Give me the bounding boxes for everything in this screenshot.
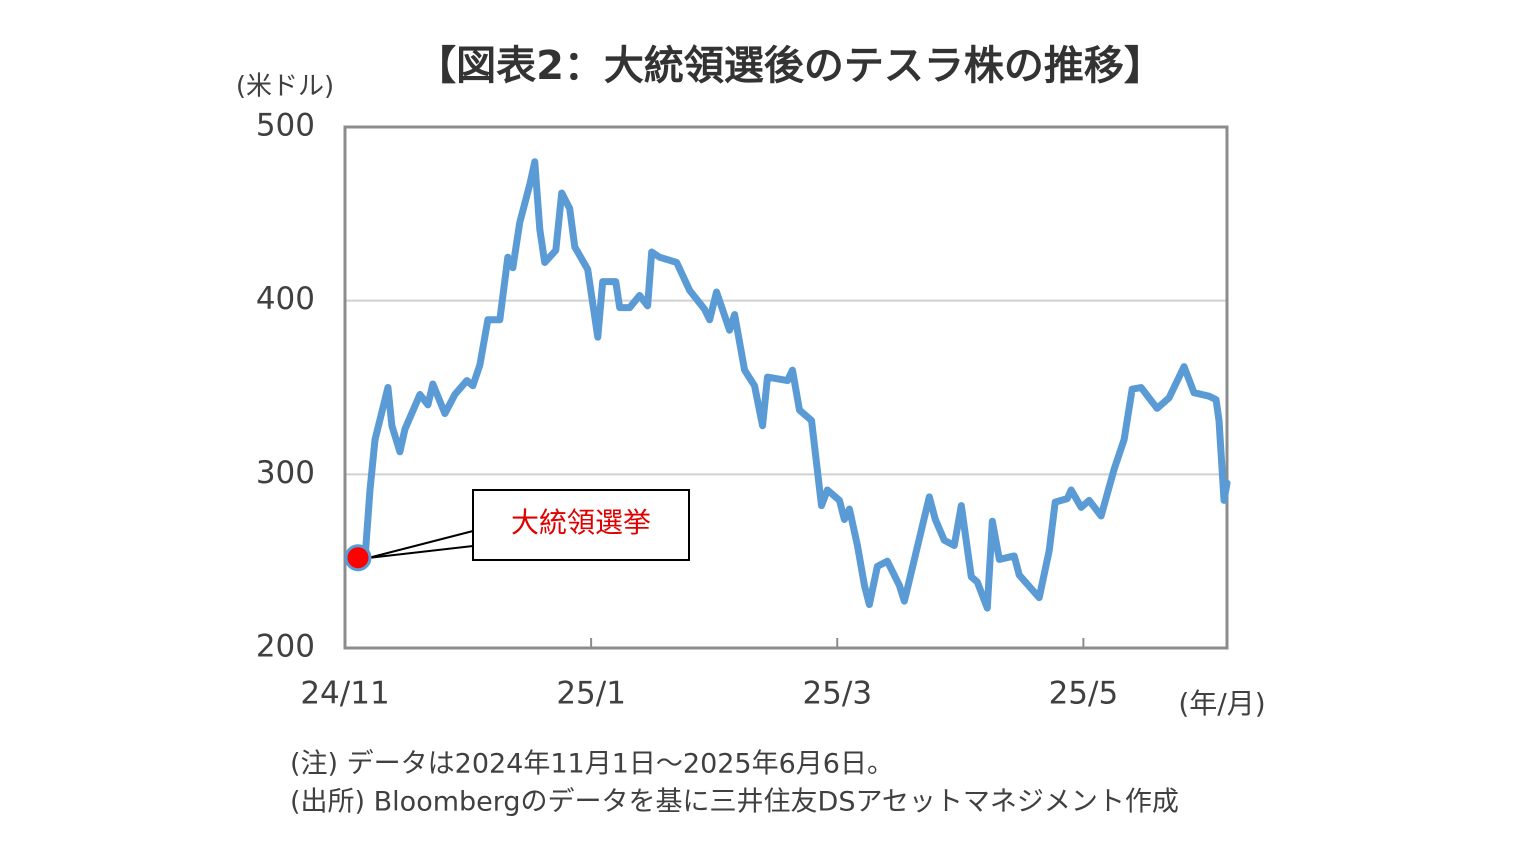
annotation: 大統領選挙: [511, 506, 651, 539]
x-tick-label: 24/11: [300, 676, 389, 712]
plot: [348, 158, 1231, 612]
note: (注) データは2024年11月1日～2025年6月6日。: [290, 749, 894, 780]
note: (出所) Bloombergのデータを基に三井住友DSアセットマネジメント作成: [290, 787, 1179, 818]
x-tick-label: 25/3: [802, 676, 872, 712]
y-tick-label: 300: [256, 455, 315, 491]
x-tick-label: 25/1: [556, 676, 626, 712]
y-tick-label: 200: [256, 629, 315, 665]
y-tick-label: 500: [256, 108, 315, 144]
y-axis-label: (米ドル): [236, 72, 334, 102]
x-tick-label: 25/5: [1049, 676, 1119, 712]
plot-frame: [343, 125, 1229, 650]
chart-title: 【図表2：大統領選後のテスラ株の推移】: [416, 43, 1164, 89]
y-tick-label: 400: [256, 281, 315, 317]
event-marker: [344, 544, 372, 572]
grid: [344, 126, 1227, 649]
callout-line: [367, 530, 474, 559]
callout-line: [367, 545, 474, 559]
line-series: [348, 158, 1231, 612]
annotation-box: [472, 489, 690, 561]
x-axis-label: (年/月): [1178, 687, 1265, 720]
